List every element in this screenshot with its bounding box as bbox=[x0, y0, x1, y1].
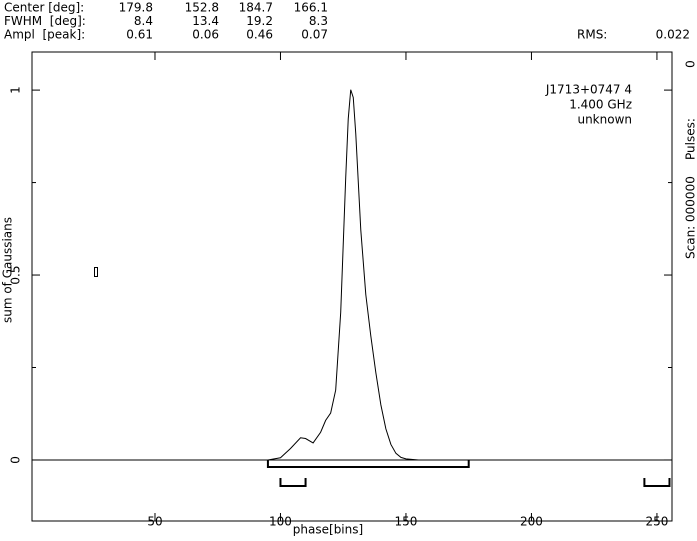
pulses-value: 0 bbox=[684, 60, 697, 68]
header-label: Center [deg]: bbox=[4, 1, 84, 15]
annotation: 1.400 GHz bbox=[569, 98, 632, 112]
frame bbox=[31, 51, 673, 522]
x-tick-label: 150 bbox=[395, 515, 418, 529]
y-tick-label: 1 bbox=[9, 86, 23, 94]
header-value: 0.06 bbox=[192, 28, 219, 42]
rms-value: 0.022 bbox=[656, 28, 690, 42]
annotation: unknown bbox=[577, 113, 632, 127]
x-tick-label: 50 bbox=[147, 515, 162, 529]
y-tick-label: 0 bbox=[9, 456, 23, 464]
header-value: 0.61 bbox=[126, 28, 153, 42]
header-value: 0.46 bbox=[246, 28, 273, 42]
header-value: 8.3 bbox=[309, 14, 328, 28]
annotation: J1713+0747 4 bbox=[545, 83, 632, 97]
header-value: 179.8 bbox=[119, 1, 153, 15]
y-axis-label: sum of Gaussians bbox=[1, 217, 15, 323]
header-value: 0.07 bbox=[301, 28, 328, 42]
on-pulse-window bbox=[279, 477, 307, 487]
on-pulse-window bbox=[643, 477, 671, 487]
y-tick-label: 0.5 bbox=[9, 265, 23, 284]
header-label: Ampl [peak]: bbox=[4, 28, 85, 42]
noise-box bbox=[94, 267, 98, 277]
x-tick-label: 200 bbox=[520, 515, 543, 529]
header-value: 8.4 bbox=[134, 14, 153, 28]
profile-line bbox=[32, 89, 672, 461]
scan-label: Scan: 000000 bbox=[684, 176, 697, 259]
header-value: 19.2 bbox=[246, 14, 273, 28]
header-value: 166.1 bbox=[294, 1, 328, 15]
header-value: 152.8 bbox=[185, 1, 219, 15]
x-tick-label: 100 bbox=[269, 515, 292, 529]
pulses-label: Pulses: bbox=[684, 118, 697, 160]
header-label: FWHM [deg]: bbox=[4, 14, 86, 28]
rms-label: RMS: bbox=[577, 28, 607, 42]
on-pulse-window bbox=[266, 459, 470, 468]
header-value: 13.4 bbox=[192, 14, 219, 28]
x-axis-label: phase[bins] bbox=[293, 523, 363, 537]
x-tick-label: 250 bbox=[645, 515, 668, 529]
header-value: 184.7 bbox=[239, 1, 273, 15]
